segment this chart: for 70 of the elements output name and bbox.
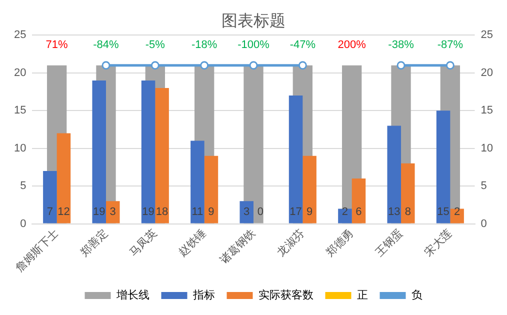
data-label: 18	[156, 206, 168, 218]
bar	[401, 163, 415, 224]
bar	[155, 88, 169, 224]
bar	[92, 80, 106, 224]
x-tick-label: 郑善定	[78, 226, 110, 260]
y2-tick-label: 10	[480, 142, 494, 154]
bar	[244, 65, 264, 224]
data-label: 19	[92, 206, 106, 218]
y-tick-label: 15	[14, 104, 26, 117]
legend-label: 指标	[192, 290, 215, 302]
x-tick-label: 郑德勇	[324, 227, 356, 260]
data-label: 13	[388, 206, 400, 218]
annotation: 200%	[338, 39, 366, 52]
annotation: -84%	[93, 39, 120, 52]
annotation: -5%	[145, 39, 166, 52]
y2-tick-label: 0	[480, 218, 487, 230]
data-label: 6	[356, 206, 362, 218]
annotation: -47%	[290, 39, 316, 52]
bar	[352, 178, 366, 224]
data-label: 3	[110, 206, 116, 218]
x-tick-label: 诸葛钢铁	[217, 226, 258, 267]
bar	[190, 140, 204, 224]
bar	[204, 156, 218, 224]
chart-title: 图表标题	[222, 12, 286, 30]
data-label: 19	[142, 206, 154, 218]
data-label: 11	[192, 206, 204, 218]
annotation: -38%	[388, 39, 414, 52]
legend-label: 正	[356, 290, 368, 302]
annotation: 71%	[46, 39, 68, 52]
data-label: 7	[46, 206, 53, 218]
data-label: 9	[208, 206, 214, 218]
bar	[387, 126, 402, 224]
x-tick-label: 王钢蛋	[373, 227, 406, 260]
x-tick-label: 宋大莲	[422, 226, 454, 260]
x-tick-label: 赵铁锤	[176, 227, 209, 260]
bar	[302, 156, 316, 224]
annotation: -87%	[437, 39, 464, 52]
data-label: 8	[404, 206, 411, 218]
data-label: 2	[454, 206, 460, 218]
y-tick-label: 5	[20, 180, 26, 192]
data-label: 2	[342, 206, 348, 218]
y2-tick-label: 25	[480, 29, 494, 42]
data-label: 9	[306, 206, 313, 218]
data-label: 12	[58, 206, 70, 218]
annotation: -18%	[191, 39, 218, 52]
y2-tick-label: 15	[480, 104, 494, 117]
bar	[436, 110, 450, 224]
x-tick-label: 马凤英	[126, 226, 160, 260]
bar	[43, 170, 57, 224]
y2-tick-label: 20	[480, 66, 494, 79]
data-label: 15	[437, 206, 450, 218]
legend-label: 实际获客数	[258, 288, 314, 302]
bar	[240, 201, 254, 224]
legend-label: 增长线	[115, 288, 150, 302]
y-tick-label: 20	[14, 66, 26, 79]
bar	[338, 208, 352, 224]
data-label: 3	[244, 206, 250, 218]
bar	[141, 80, 156, 224]
bar	[106, 201, 120, 224]
y2-tick-label: 5	[480, 180, 487, 192]
y-tick-label: 10	[14, 142, 26, 154]
legend-label: 负	[411, 290, 422, 302]
bar	[56, 133, 71, 224]
bar	[288, 96, 303, 224]
y-tick-label: 25	[14, 29, 26, 42]
data-label: 0	[257, 206, 264, 218]
annotation: -100%	[238, 39, 270, 52]
bar	[450, 208, 464, 224]
data-label: 17	[290, 206, 302, 218]
x-tick-label: 龙淑芬	[274, 226, 307, 260]
